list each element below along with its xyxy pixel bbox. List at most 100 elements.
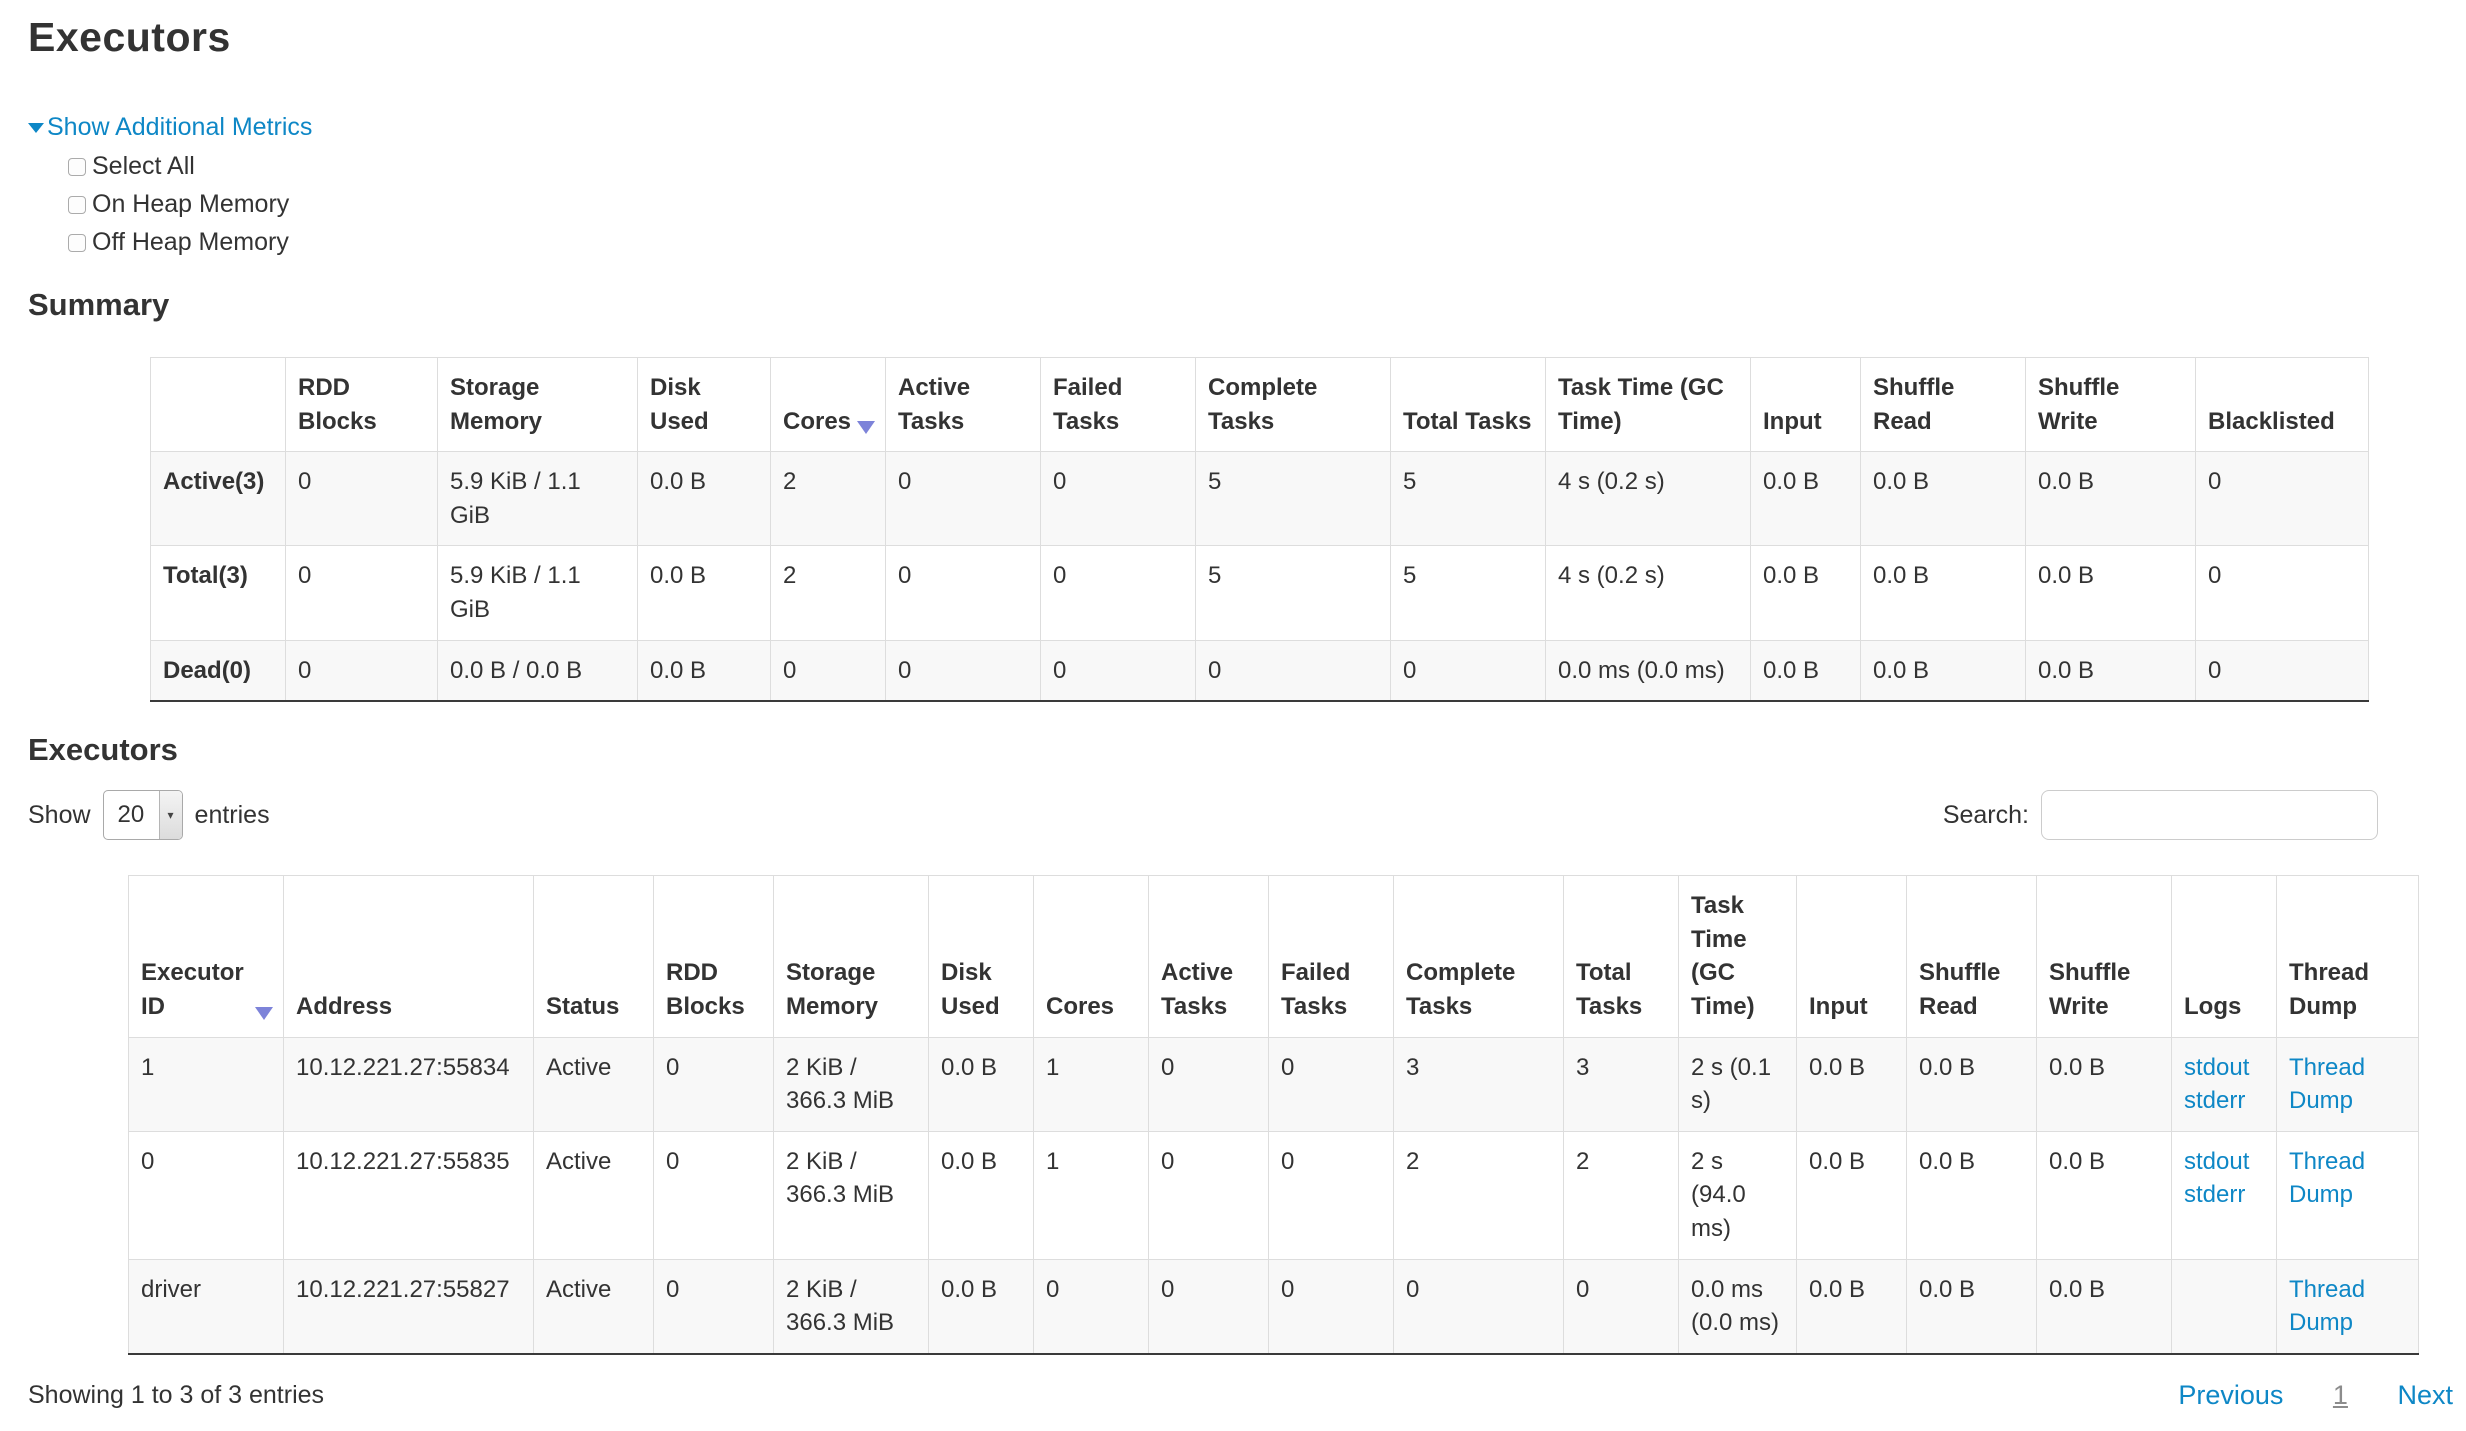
column-header-rdd-blocks[interactable]: RDD Blocks [653,875,774,1038]
cell: 2 KiB / 366.3 MiB [773,1036,929,1132]
cell: 0.0 B [928,1130,1034,1260]
cell: Active [533,1258,654,1355]
column-header-label: Total Tasks [1403,407,1532,435]
checkbox-label: Off Heap Memory [92,228,289,256]
thread-dump-link[interactable]: Thread Dump [2289,1275,2366,1337]
current-page-number[interactable]: 1 [2332,1379,2348,1410]
column-header-label: Input [1809,992,1868,1020]
previous-page-button[interactable]: Previous [2178,1379,2284,1410]
sort-desc-icon [255,1006,273,1020]
cell: 0.0 B [928,1258,1034,1355]
cell: 0 [653,1130,774,1260]
column-header-rdd-blocks[interactable]: RDD Blocks [285,356,438,453]
entries-select[interactable]: 20 ▾ [102,790,183,841]
column-header-cores[interactable]: Cores [1033,875,1149,1038]
column-header-task-time-gc-time[interactable]: Task Time (GC Time) [1545,356,1751,453]
column-header-shuffle-write[interactable]: Shuffle Write [2025,356,2196,453]
column-header-task-time-gc-time[interactable]: Task Time (GC Time) [1678,875,1797,1038]
page-title: Executors [28,14,231,60]
column-header-status[interactable]: Status [533,875,654,1038]
metrics-options: Select All On Heap Memory Off Heap Memor… [68,152,2466,257]
column-header-disk-used[interactable]: Disk Used [928,875,1034,1038]
column-header-active-tasks[interactable]: Active Tasks [885,356,1041,453]
stderr-link[interactable]: stderr [2184,1181,2246,1209]
column-header-complete-tasks[interactable]: Complete Tasks [1393,875,1564,1038]
column-header-input[interactable]: Input [1750,356,1861,453]
column-header-total-tasks[interactable]: Total Tasks [1563,875,1679,1038]
cell: 0 [1148,1130,1269,1260]
stderr-link[interactable]: stderr [2184,1087,2246,1115]
column-header-label: Cores [783,407,852,435]
cell: 5 [1195,451,1391,547]
cell: 5 [1390,545,1546,641]
column-header-total-tasks[interactable]: Total Tasks [1390,356,1546,453]
column-header-shuffle-read[interactable]: Shuffle Read [1860,356,2026,453]
column-header-blank[interactable] [150,356,286,453]
cell: 10.12.221.27:55835 [283,1130,534,1260]
cell: Thread Dump [2276,1258,2419,1355]
column-header-blacklisted[interactable]: Blacklisted [2195,356,2369,453]
summary-table: RDD Blocks Storage Memory Disk Used Cores Ac… [150,356,2369,703]
column-header-label: Complete Tasks [1406,959,1516,1020]
stdout-link[interactable]: stdout [2184,1147,2250,1175]
column-header-address[interactable]: Address [283,875,534,1038]
thread-dump-link[interactable]: Thread Dump [2289,1147,2366,1209]
cell: 0 [1040,639,1196,702]
table-row: Dead(0) 0 0.0 B / 0.0 B 0.0 B 0 0 0 0 0 0.0 ms (0… [150,639,2369,702]
column-header-label: Input [1763,407,1822,435]
off-heap-memory-checkbox[interactable] [68,233,86,252]
cell: 10.12.221.27:55827 [283,1258,534,1355]
cell: 0.0 B [928,1036,1034,1132]
column-header-storage-memory[interactable]: Storage Memory [437,356,638,453]
cell: 2 [770,451,886,547]
column-header-label: Task Time (GC Time) [1558,374,1724,435]
column-header-storage-memory[interactable]: Storage Memory [773,875,929,1038]
select-all-checkbox[interactable] [68,157,86,176]
search-control: Search: [1943,790,2378,841]
row-header-active-3: Active(3) [150,451,286,547]
column-header-label: Logs [2184,992,2242,1020]
cell: 2 s (94.0 ms) [1678,1130,1797,1260]
column-header-label: RDD Blocks [298,374,377,435]
cell: 0 [1195,639,1391,702]
column-header-label: RDD Blocks [666,959,745,1020]
column-header-shuffle-write[interactable]: Shuffle Write [2036,875,2172,1038]
thread-dump-link[interactable]: Thread Dump [2289,1053,2366,1115]
column-header-active-tasks[interactable]: Active Tasks [1148,875,1269,1038]
cell: 0.0 B [2036,1130,2172,1260]
column-header-logs[interactable]: Logs [2171,875,2277,1038]
column-header-failed-tasks[interactable]: Failed Tasks [1268,875,1394,1038]
search-input[interactable] [2041,790,2378,841]
cell: stdout stderr [2171,1036,2277,1132]
cell: 3 [1393,1036,1564,1132]
column-header-complete-tasks[interactable]: Complete Tasks [1195,356,1391,453]
column-header-cores[interactable]: Cores [770,356,886,453]
cell: 0 [1268,1130,1394,1260]
stdout-link[interactable]: stdout [2184,1053,2250,1081]
column-header-disk-used[interactable]: Disk Used [637,356,771,453]
entries-length-control: Show 20 ▾ entries [28,790,270,841]
cell: 0 [2195,451,2369,547]
column-header-failed-tasks[interactable]: Failed Tasks [1040,356,1196,453]
cell: 0 [2195,639,2369,702]
cell: Thread Dump [2276,1130,2419,1260]
column-header-label: Disk Used [941,959,1000,1020]
cell: 5.9 KiB / 1.1 GiB [437,545,638,641]
on-heap-memory-checkbox[interactable] [68,195,86,214]
cell: 1 [128,1036,284,1132]
column-header-thread-dump[interactable]: Thread Dump [2276,875,2419,1038]
column-header-label: Total Tasks [1576,959,1643,1020]
show-additional-metrics-toggle[interactable]: Show Additional Metrics [28,113,312,142]
column-header-label: Storage Memory [786,959,879,1020]
cell: 0 [285,451,438,547]
column-header-input[interactable]: Input [1796,875,1907,1038]
column-header-executor-id[interactable]: Executor ID [128,875,284,1038]
column-header-label: Task Time (GC Time) [1691,892,1755,1020]
cell: 2 s (0.1 s) [1678,1036,1797,1132]
cell: 0 [1390,639,1546,702]
column-header-label: Shuffle Write [2038,374,2120,435]
next-page-button[interactable]: Next [2397,1379,2453,1410]
cell: 0 [128,1130,284,1260]
cell: 2 KiB / 366.3 MiB [773,1258,929,1355]
column-header-shuffle-read[interactable]: Shuffle Read [1906,875,2037,1038]
